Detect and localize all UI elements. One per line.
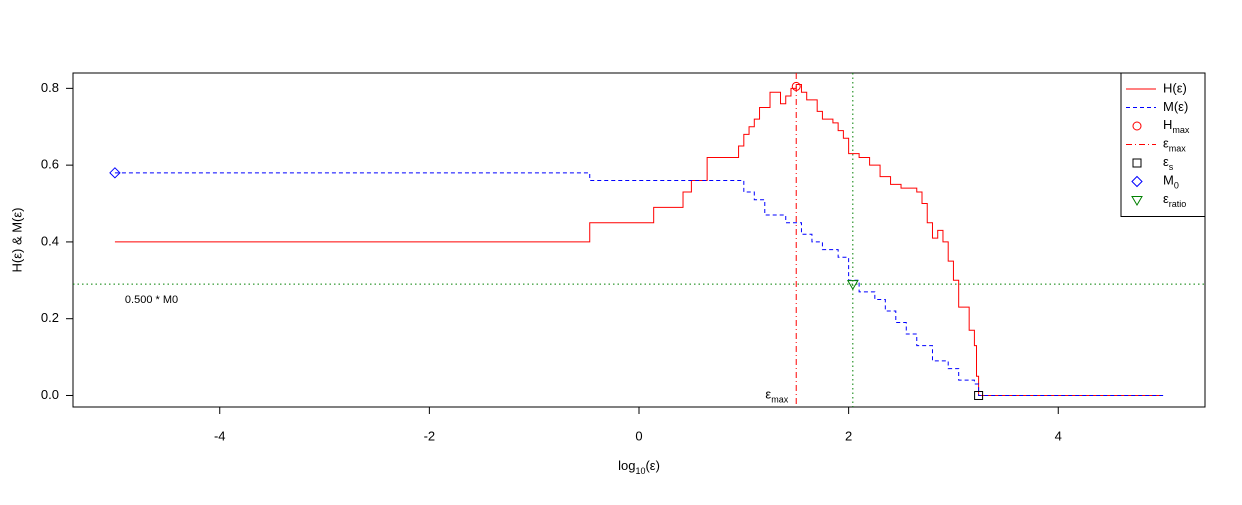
legend-label-subscript: ratio [1169,199,1187,209]
x-axis-label-suffix: (ε) [645,458,659,473]
x-axis-label: log10(ε) [618,458,660,476]
legend-label: εratio [1163,191,1186,209]
legend-label-main: M [1163,173,1174,188]
x-axis-label-subscript: 10 [635,466,645,476]
x-tick-label: 0 [635,428,642,443]
point [974,390,984,400]
legend-label: εs [1163,154,1174,172]
series-line [114,84,1164,396]
point [109,167,121,179]
y-tick-label: 0.6 [41,157,59,172]
x-axis-label-main: log [618,458,635,473]
marker-line-label: εmax [765,387,788,405]
legend-label: εmax [1163,136,1186,154]
legend-label-main: ε [1163,136,1169,151]
legend-label: M(ε) [1163,99,1188,114]
legend-symbol [1132,121,1142,131]
x-tick-label: -4 [214,428,226,443]
legend-label-subscript: s [1169,162,1174,172]
marker-line-label-subscript: max [771,395,789,405]
legend-label-subscript: max [1169,144,1187,154]
marker-line-label-main: ε [765,387,771,402]
y-tick-label: 0.2 [41,310,59,325]
legend-label-main: ε [1163,191,1169,206]
plot-frame [72,72,1206,408]
legend-label-main: H [1163,117,1172,132]
legend-symbol [1131,196,1143,206]
legend-label-main: ε [1163,154,1169,169]
y-tick-label: 0.8 [41,80,59,95]
x-tick-label: 2 [845,428,852,443]
x-tick-label: -2 [424,428,436,443]
legend-label: M0 [1163,173,1179,191]
legend-symbol [1132,158,1142,168]
legend-symbol [1131,175,1143,188]
legend-label: H(ε) [1163,80,1187,95]
series-line [114,172,1164,396]
legend-label-subscript: max [1172,125,1190,135]
y-tick-label: 0.0 [41,387,59,402]
reference-label: 0.500 * M0 [125,294,178,306]
x-tick-label: 4 [1055,428,1062,443]
legend-label-subscript: 0 [1174,181,1179,191]
y-axis-label: H(ε) & M(ε) [9,207,24,272]
legend-label: Hmax [1163,117,1190,135]
y-tick-label: 0.4 [41,233,59,248]
point [846,280,859,291]
